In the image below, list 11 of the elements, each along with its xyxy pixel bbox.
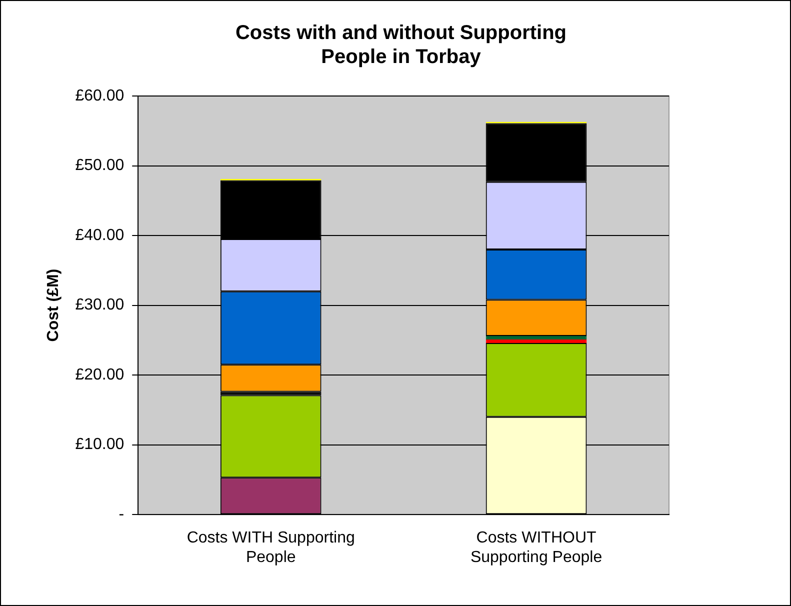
y-tick-label: £20.00 [75, 366, 124, 384]
x-tick-label: Costs WITH Supporting People [186, 530, 355, 566]
x-tick-label: Costs WITHOUT Supporting People [470, 530, 602, 566]
y-tick-label: £60.00 [75, 87, 124, 104]
y-tick-label: £40.00 [75, 226, 124, 244]
y-tick-label: £50.00 [75, 157, 124, 174]
y-tick-label: £30.00 [75, 296, 124, 314]
y-tick-label: £10.00 [75, 436, 124, 454]
chart-title: Costs with and without Supporting People in Torbay [234, 21, 568, 69]
y-tick-label: - [118, 506, 124, 524]
y-axis-title: Cost (£M) [45, 268, 62, 342]
